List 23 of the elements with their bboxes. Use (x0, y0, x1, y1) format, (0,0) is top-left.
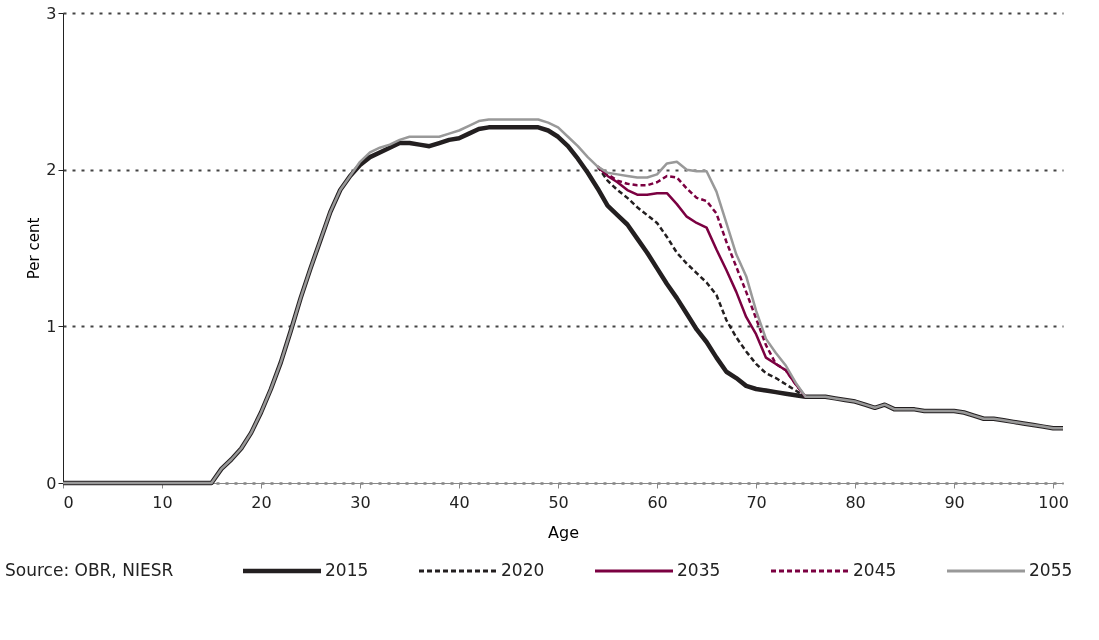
y-tick-label: 2 (46, 160, 57, 180)
legend-label: 2020 (501, 560, 545, 580)
y-axis-title: Per cent (25, 217, 44, 280)
y-tick-label: 0 (46, 473, 57, 493)
x-tick-label: 60 (647, 492, 668, 512)
x-tick-label: 30 (350, 492, 371, 512)
x-tick-label: 100 (1038, 492, 1069, 512)
x-axis-title: Age (548, 522, 579, 542)
x-tick-label: 0 (63, 492, 74, 512)
y-tick-label: 1 (46, 316, 57, 336)
x-tick-label: 20 (251, 492, 272, 512)
x-tick-label: 50 (548, 492, 569, 512)
x-tick-label: 40 (449, 492, 470, 512)
x-tick-label: 80 (845, 492, 866, 512)
source-note: Source: OBR, NIESR (5, 560, 174, 580)
legend-label: 2045 (853, 560, 897, 580)
legend-label: 2035 (677, 560, 721, 580)
legend-label: 2055 (1029, 560, 1073, 580)
x-tick-label: 90 (944, 492, 965, 512)
y-tick-label: 3 (46, 3, 57, 23)
x-tick-label: 10 (152, 492, 173, 512)
x-tick-label: 70 (746, 492, 767, 512)
legend-label: 2015 (325, 560, 369, 580)
